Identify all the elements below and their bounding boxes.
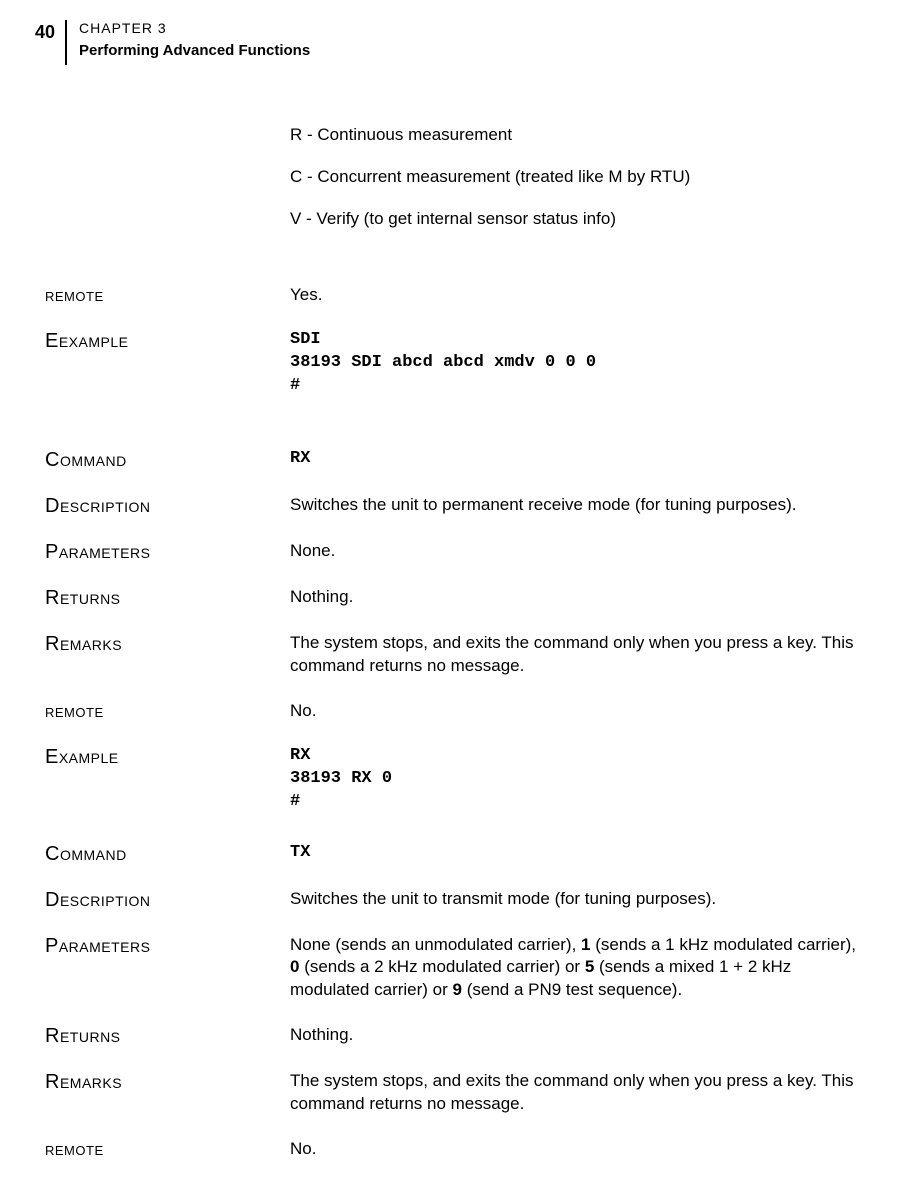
field-row: REMOTE No. [45, 700, 869, 723]
field-label-description: DESCRIPTION [45, 494, 290, 518]
field-row: RETURNS Nothing. [45, 1024, 869, 1048]
field-value-code: RX [290, 448, 869, 472]
field-row: DESCRIPTION Switches the unit to transmi… [45, 888, 869, 912]
field-label-parameters: PARAMETERS [45, 934, 290, 1003]
field-label-returns: RETURNS [45, 586, 290, 610]
field-value: The system stops, and exits the command … [290, 1070, 869, 1116]
intro-line: R - Continuous measurement [290, 125, 869, 145]
field-value: None. [290, 540, 869, 564]
intro-block: R - Continuous measurement C - Concurren… [290, 125, 869, 229]
field-value: Yes. [290, 284, 869, 307]
page-number: 40 [35, 20, 65, 43]
page-content: R - Continuous measurement C - Concurren… [45, 125, 869, 1161]
field-row: COMMAND TX [45, 842, 869, 866]
page-header: 40 CHAPTER 3 Performing Advanced Functio… [35, 20, 869, 65]
chapter-info: CHAPTER 3 Performing Advanced Functions [79, 20, 310, 59]
field-value: No. [290, 700, 869, 723]
field-value: Nothing. [290, 586, 869, 610]
field-row: RETURNS Nothing. [45, 586, 869, 610]
field-label-remarks: REMARKS [45, 632, 290, 678]
field-value: None (sends an unmodulated carrier), 1 (… [290, 934, 869, 1003]
field-value: Switches the unit to permanent receive m… [290, 494, 869, 518]
field-label-command: COMMAND [45, 448, 290, 472]
field-label-example: EEXAMPLE [45, 329, 290, 398]
field-label-returns: RETURNS [45, 1024, 290, 1048]
field-row: REMOTE No. [45, 1138, 869, 1161]
field-label-remote: REMOTE [45, 1138, 290, 1161]
field-label-remarks: REMARKS [45, 1070, 290, 1116]
field-row: PARAMETERS None (sends an unmodulated ca… [45, 934, 869, 1003]
field-label-description: DESCRIPTION [45, 888, 290, 912]
field-label-parameters: PARAMETERS [45, 540, 290, 564]
field-row: DESCRIPTION Switches the unit to permane… [45, 494, 869, 518]
field-value: Nothing. [290, 1024, 869, 1048]
intro-line: C - Concurrent measurement (treated like… [290, 167, 869, 187]
field-row: REMARKS The system stops, and exits the … [45, 632, 869, 678]
field-row: PARAMETERS None. [45, 540, 869, 564]
field-value: Switches the unit to transmit mode (for … [290, 888, 869, 912]
field-value-code: RX 38193 RX 0 # [290, 745, 869, 814]
field-label-remote: REMOTE [45, 700, 290, 723]
field-row: REMOTE Yes. [45, 284, 869, 307]
header-divider [65, 20, 67, 65]
field-row: EXAMPLE RX 38193 RX 0 # [45, 745, 869, 814]
field-row: REMARKS The system stops, and exits the … [45, 1070, 869, 1116]
field-label-example: EXAMPLE [45, 745, 290, 814]
field-value-code: TX [290, 842, 869, 866]
field-label-remote: REMOTE [45, 284, 290, 307]
intro-line: V - Verify (to get internal sensor statu… [290, 209, 869, 229]
chapter-title: Performing Advanced Functions [79, 42, 310, 59]
field-row: COMMAND RX [45, 448, 869, 472]
field-value-code: SDI 38193 SDI abcd abcd xmdv 0 0 0 # [290, 329, 869, 398]
field-label-command: COMMAND [45, 842, 290, 866]
field-value: No. [290, 1138, 869, 1161]
field-row: EEXAMPLE SDI 38193 SDI abcd abcd xmdv 0 … [45, 329, 869, 398]
field-value: The system stops, and exits the command … [290, 632, 869, 678]
chapter-label: CHAPTER 3 [79, 20, 310, 36]
